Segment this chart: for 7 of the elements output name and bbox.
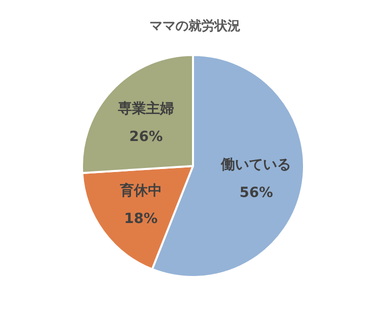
chart-title: ママの就労状況 <box>150 18 240 34</box>
data-label: 18% <box>124 210 158 227</box>
slice-label: 働いている <box>220 157 292 174</box>
data-label: 56% <box>239 185 273 202</box>
data-label: 26% <box>129 128 163 145</box>
slice-label: 育休中 <box>118 182 162 199</box>
slice-label: 専業主婦 <box>117 100 174 117</box>
